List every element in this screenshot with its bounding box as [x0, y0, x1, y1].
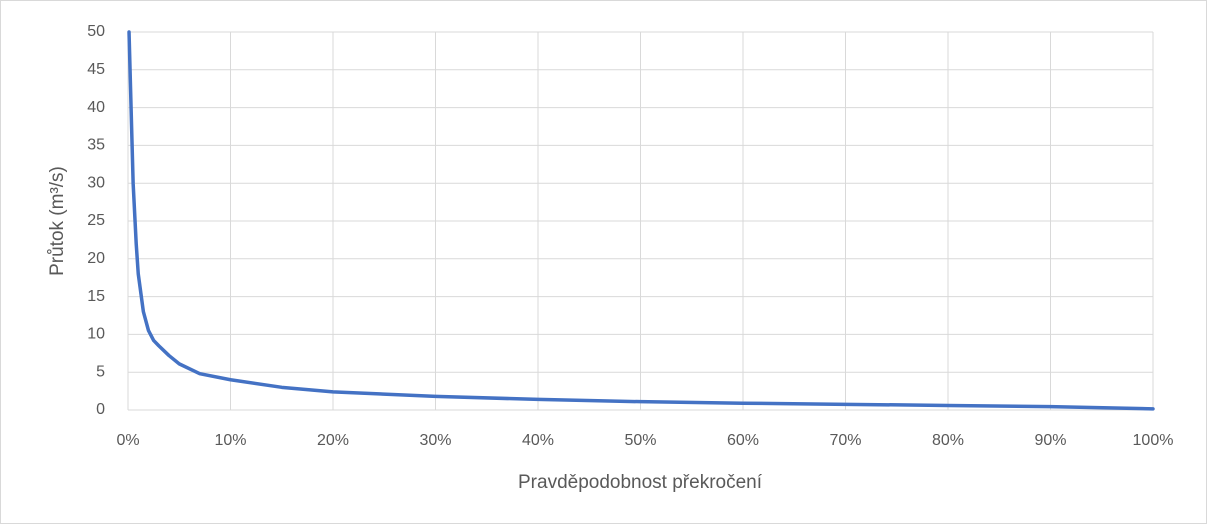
- x-tick-label: 50%: [624, 432, 656, 449]
- x-tick-label: 100%: [1133, 432, 1174, 449]
- x-tick-label: 20%: [317, 432, 349, 449]
- y-tick-label: 0: [96, 401, 105, 418]
- y-tick-label: 50: [87, 23, 105, 40]
- y-tick-label: 35: [87, 137, 105, 154]
- y-tick-label: 10: [87, 326, 105, 343]
- x-tick-label: 10%: [214, 432, 246, 449]
- x-tick-label: 90%: [1034, 432, 1066, 449]
- y-tick-label: 45: [87, 61, 105, 78]
- y-tick-label: 5: [96, 363, 105, 380]
- y-tick-label: 30: [87, 174, 105, 191]
- y-tick-label: 20: [87, 250, 105, 267]
- x-tick-label: 70%: [829, 432, 861, 449]
- y-axis-title: Průtok (m³/s): [47, 166, 68, 276]
- x-tick-label: 60%: [727, 432, 759, 449]
- x-tick-label: 80%: [932, 432, 964, 449]
- line-series: [127, 30, 1155, 411]
- x-tick-label: 30%: [419, 432, 451, 449]
- y-tick-label: 40: [87, 99, 105, 116]
- y-tick-label: 15: [87, 288, 105, 305]
- x-axis-title: Pravděpodobnost překročení: [518, 472, 763, 493]
- y-tick-label: 25: [87, 212, 105, 229]
- x-tick-label: 0%: [116, 432, 139, 449]
- x-tick-label: 40%: [522, 432, 554, 449]
